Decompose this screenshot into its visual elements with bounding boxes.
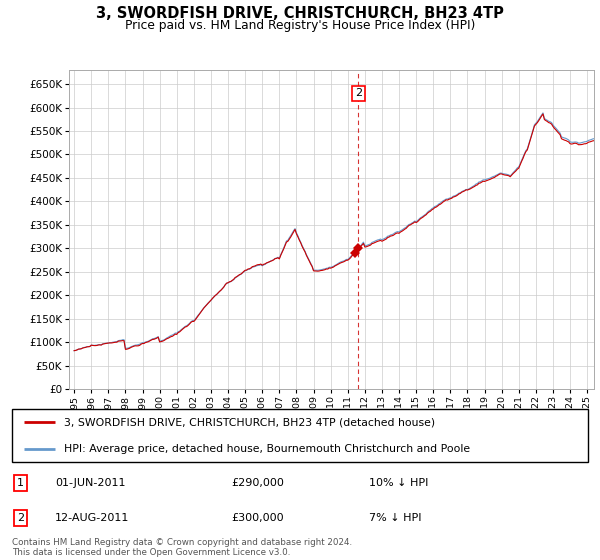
Text: 3, SWORDFISH DRIVE, CHRISTCHURCH, BH23 4TP: 3, SWORDFISH DRIVE, CHRISTCHURCH, BH23 4… (96, 6, 504, 21)
Text: 1: 1 (17, 478, 24, 488)
Text: 3, SWORDFISH DRIVE, CHRISTCHURCH, BH23 4TP (detached house): 3, SWORDFISH DRIVE, CHRISTCHURCH, BH23 4… (64, 417, 435, 427)
Text: 2: 2 (17, 513, 24, 523)
Text: £290,000: £290,000 (231, 478, 284, 488)
Text: 7% ↓ HPI: 7% ↓ HPI (369, 513, 422, 523)
Text: Price paid vs. HM Land Registry's House Price Index (HPI): Price paid vs. HM Land Registry's House … (125, 19, 475, 32)
Text: HPI: Average price, detached house, Bournemouth Christchurch and Poole: HPI: Average price, detached house, Bour… (64, 444, 470, 454)
Text: 10% ↓ HPI: 10% ↓ HPI (369, 478, 428, 488)
Text: 12-AUG-2011: 12-AUG-2011 (55, 513, 130, 523)
Text: 01-JUN-2011: 01-JUN-2011 (55, 478, 126, 488)
Text: 2: 2 (355, 88, 362, 99)
Text: Contains HM Land Registry data © Crown copyright and database right 2024.
This d: Contains HM Land Registry data © Crown c… (12, 538, 352, 557)
Text: £300,000: £300,000 (231, 513, 284, 523)
